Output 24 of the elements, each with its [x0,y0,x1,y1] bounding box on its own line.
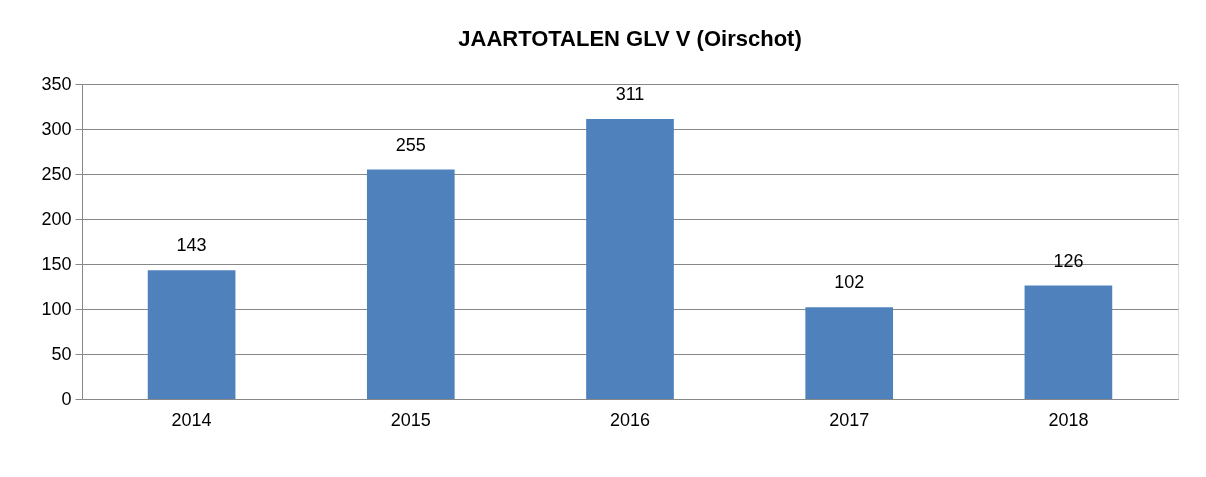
x-tick-label: 2017 [829,409,870,430]
bar [147,270,236,399]
y-tick-label: 300 [41,118,72,139]
bar [366,169,455,399]
data-label: 102 [834,272,865,293]
y-tick-label: 50 [51,343,72,364]
chart-title: JAARTOTALEN GLV V (Oirschot) [458,26,802,51]
y-tick-label: 350 [41,73,72,94]
bar [1024,285,1113,399]
data-label: 126 [1053,250,1084,271]
y-tick-label: 0 [61,388,72,409]
data-label: 255 [395,134,426,155]
x-tick-label: 2016 [609,409,651,430]
x-tick-label: 2018 [1048,409,1089,430]
x-tick-label: 2014 [171,409,212,430]
bar [586,119,674,399]
y-tick-label: 100 [41,298,72,319]
x-tick-label: 2015 [390,409,431,430]
data-label: 143 [176,235,207,256]
y-tick-label: 250 [41,163,72,184]
y-tick-label: 200 [41,208,72,229]
y-tick-label: 150 [41,253,72,274]
bar [805,307,894,399]
data-label: 311 [615,84,645,105]
